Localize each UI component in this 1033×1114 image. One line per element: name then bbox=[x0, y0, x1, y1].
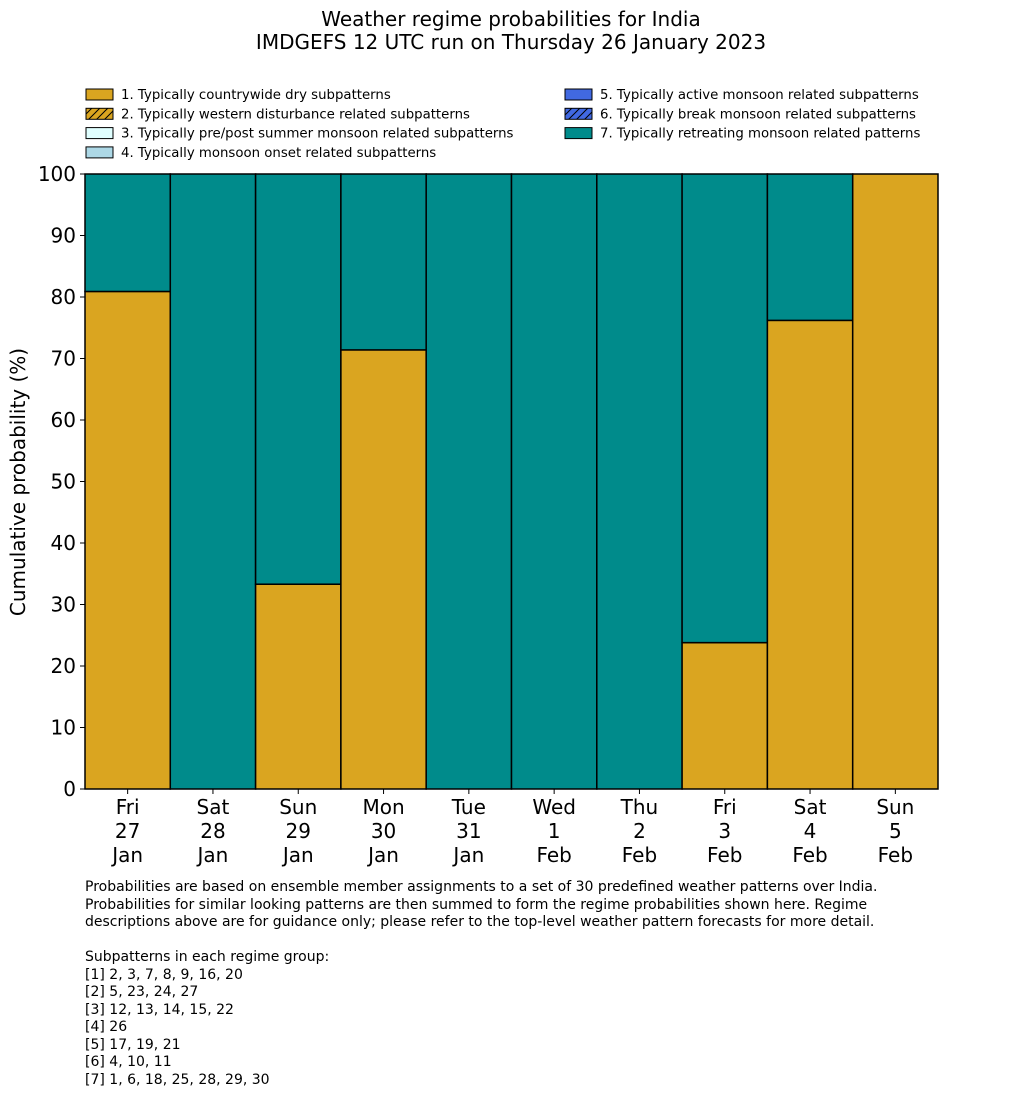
x-tick-label: Jan bbox=[196, 843, 229, 867]
x-tick-label: Feb bbox=[792, 843, 827, 867]
legend-label-2: 2. Typically western disturbance related… bbox=[121, 107, 470, 122]
regime-probability-chart: Weather regime probabilities for India I… bbox=[6, 7, 939, 867]
y-axis: 0 10 20 30 40 50 60 70 80 90 100 bbox=[38, 162, 86, 801]
x-tick-label: 2 bbox=[633, 819, 646, 843]
chart-subtitle: IMDGEFS 12 UTC run on Thursday 26 Januar… bbox=[256, 30, 766, 54]
x-tick-label: 1 bbox=[548, 819, 561, 843]
bar-segment-7 bbox=[84, 173, 172, 293]
y-tick-label: 70 bbox=[51, 347, 76, 371]
notes-line: descriptions above are for guidance only… bbox=[85, 914, 875, 930]
bar-segment-7 bbox=[596, 173, 683, 790]
chart-title: Weather regime probabilities for India bbox=[321, 7, 701, 31]
group-line: [6] 4, 10, 11 bbox=[85, 1054, 172, 1070]
group-line: [4] 26 bbox=[85, 1019, 128, 1035]
legend-swatch-7 bbox=[564, 127, 593, 140]
x-tick-label: Feb bbox=[536, 843, 571, 867]
group-line: [5] 17, 19, 21 bbox=[85, 1036, 181, 1053]
legend-swatch-5 bbox=[564, 88, 593, 101]
x-tick-label: Sun bbox=[279, 795, 317, 819]
x-tick-label: 30 bbox=[371, 819, 396, 843]
notes-line: Probabilities for similar looking patter… bbox=[85, 896, 868, 913]
x-tick-label: Sat bbox=[794, 795, 827, 819]
legend: 1. Typically countrywide dry subpatterns… bbox=[85, 88, 920, 161]
group-line: [1] 2, 3, 7, 8, 9, 16, 20 bbox=[85, 966, 243, 983]
y-tick-label: 100 bbox=[38, 162, 76, 186]
x-tick-label: Fri bbox=[713, 795, 737, 819]
x-tick-label: 31 bbox=[456, 819, 481, 843]
x-tick-label: Jan bbox=[366, 843, 399, 867]
legend-label-6: 6. Typically break monsoon related subpa… bbox=[600, 107, 916, 122]
x-tick-label: 28 bbox=[200, 819, 225, 843]
y-tick-label: 90 bbox=[51, 224, 76, 248]
x-tick-label: Feb bbox=[878, 843, 913, 867]
x-axis: Fri27JanSat28JanSun29JanMon30JanTue31Jan… bbox=[85, 788, 938, 867]
y-tick-label: 40 bbox=[51, 531, 76, 555]
bar-segment-7 bbox=[425, 173, 513, 790]
x-tick-label: Jan bbox=[110, 843, 143, 867]
bar-segment-7 bbox=[766, 173, 854, 322]
legend-label-4: 4. Typically monsoon onset related subpa… bbox=[121, 146, 436, 161]
y-tick-label: 0 bbox=[63, 777, 76, 801]
bar-segment-1 bbox=[681, 641, 769, 790]
x-tick-label: Fri bbox=[116, 795, 140, 819]
y-axis-label: Cumulative probability (%) bbox=[6, 348, 30, 616]
legend-label-3: 3. Typically pre/post summer monsoon rel… bbox=[121, 127, 514, 142]
legend-swatch-hatch-6 bbox=[565, 108, 592, 120]
y-tick-label: 30 bbox=[51, 593, 76, 617]
x-tick-label: Jan bbox=[451, 843, 484, 867]
groups-heading: Subpatterns in each regime group: bbox=[85, 949, 330, 965]
bars bbox=[84, 173, 939, 790]
legend-swatch-1 bbox=[85, 88, 114, 101]
bar-segment-7 bbox=[510, 173, 598, 790]
bar-segment-7 bbox=[254, 173, 342, 585]
group-line: [2] 5, 23, 24, 27 bbox=[85, 984, 199, 1000]
x-tick-label: Wed bbox=[532, 795, 576, 819]
legend-label-1: 1. Typically countrywide dry subpatterns bbox=[121, 88, 391, 103]
bar-segment-1 bbox=[766, 319, 854, 790]
group-line: [7] 1, 6, 18, 25, 28, 29, 30 bbox=[85, 1071, 270, 1088]
x-tick-label: Feb bbox=[707, 843, 742, 867]
x-tick-label: Thu bbox=[620, 795, 659, 819]
legend-swatch-4 bbox=[85, 146, 114, 159]
x-tick-label: 29 bbox=[286, 819, 311, 843]
x-tick-label: 4 bbox=[804, 819, 817, 843]
bar-segment-1 bbox=[254, 583, 342, 790]
x-tick-label: Sat bbox=[197, 795, 230, 819]
bar-segment-7 bbox=[340, 173, 427, 351]
y-tick-label: 80 bbox=[51, 285, 76, 309]
legend-label-5: 5. Typically active monsoon related subp… bbox=[600, 88, 919, 103]
legend-swatch-hatch-2 bbox=[86, 108, 113, 120]
x-tick-label: 3 bbox=[718, 819, 731, 843]
bar-segment-1 bbox=[84, 290, 172, 790]
y-tick-label: 50 bbox=[51, 470, 76, 494]
group-line: [3] 12, 13, 14, 15, 22 bbox=[85, 1001, 234, 1018]
bar-segment-7 bbox=[681, 173, 769, 644]
legend-label-7: 7. Typically retreating monsoon related … bbox=[600, 127, 920, 142]
legend-swatch-3 bbox=[85, 127, 114, 140]
y-tick-label: 60 bbox=[51, 408, 76, 432]
x-tick-label: Feb bbox=[622, 843, 657, 867]
bar-segment-1 bbox=[340, 349, 427, 790]
y-tick-label: 20 bbox=[51, 654, 76, 678]
notes-line: Probabilities are based on ensemble memb… bbox=[85, 879, 878, 895]
bar-segment-7 bbox=[169, 173, 257, 790]
x-tick-label: 5 bbox=[889, 819, 902, 843]
x-tick-label: Sun bbox=[876, 795, 914, 819]
x-tick-label: Tue bbox=[451, 795, 486, 819]
y-tick-label: 10 bbox=[51, 716, 76, 740]
notes: Probabilities are based on ensemble memb… bbox=[85, 879, 985, 1089]
x-tick-label: Jan bbox=[281, 843, 314, 867]
bar-segment-1 bbox=[851, 173, 939, 790]
x-tick-label: 27 bbox=[115, 819, 140, 843]
x-tick-label: Mon bbox=[362, 795, 404, 819]
